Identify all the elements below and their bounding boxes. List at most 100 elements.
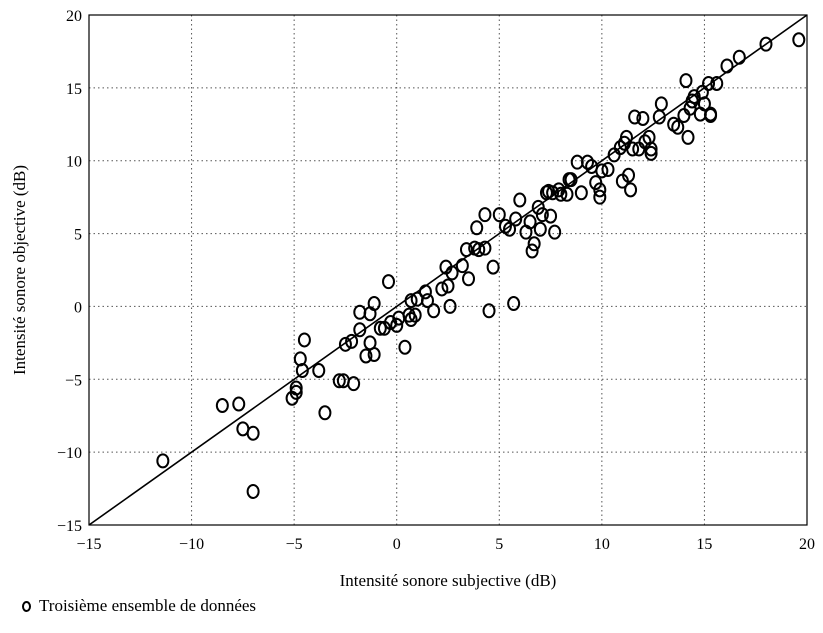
data-point <box>486 259 500 275</box>
x-tick-label: −10 <box>179 536 204 553</box>
data-point <box>622 167 636 183</box>
data-point <box>441 278 455 294</box>
data-point <box>560 186 574 202</box>
data-point <box>564 172 578 188</box>
data-point <box>732 49 746 65</box>
data-point <box>624 182 638 198</box>
data-point <box>702 75 716 91</box>
data-point <box>295 363 309 379</box>
x-tick-label: −5 <box>286 536 303 553</box>
y-tick-label: 20 <box>66 8 82 25</box>
data-point <box>435 281 449 297</box>
data-point <box>535 207 549 223</box>
data-point <box>697 96 711 112</box>
data-point <box>613 140 627 156</box>
data-point <box>420 293 434 309</box>
data-point <box>462 271 476 287</box>
data-point <box>628 109 642 125</box>
data-point <box>636 110 650 126</box>
data-point <box>353 322 367 338</box>
data-point <box>418 284 432 300</box>
data-point <box>215 398 229 414</box>
data-point <box>554 186 568 202</box>
data-point <box>353 304 367 320</box>
data-point <box>644 141 658 157</box>
data-point <box>677 108 691 124</box>
data-point <box>679 73 693 89</box>
data-point <box>593 189 607 205</box>
data-point <box>710 75 724 91</box>
data-point <box>427 303 441 319</box>
legend: Troisième ensemble de données <box>22 596 256 616</box>
data-point <box>359 348 373 364</box>
data-point <box>318 405 332 421</box>
data-point <box>472 242 486 258</box>
y-tick-label: 15 <box>66 81 82 98</box>
data-point <box>548 224 562 240</box>
data-point <box>509 211 523 227</box>
data-point <box>367 296 381 312</box>
x-tick-label: 0 <box>393 536 401 553</box>
data-point <box>601 161 615 177</box>
data-point <box>367 347 381 363</box>
data-point <box>246 425 260 441</box>
data-point <box>459 242 473 258</box>
data-point <box>704 108 718 124</box>
data-point <box>482 303 496 319</box>
data-point <box>546 185 560 201</box>
data-point <box>345 333 359 349</box>
y-tick-label: 5 <box>74 227 82 244</box>
data-point <box>384 314 398 330</box>
data-point <box>156 453 170 469</box>
data-point <box>404 293 418 309</box>
data-point <box>390 317 404 333</box>
data-point <box>289 384 303 400</box>
data-point <box>593 182 607 198</box>
data-point <box>671 119 685 135</box>
plot-frame <box>88 14 808 526</box>
y-tick-label: −5 <box>65 372 82 389</box>
legend-circle-icon <box>22 600 31 612</box>
data-point <box>619 129 633 145</box>
data-point <box>470 220 484 236</box>
data-point <box>580 154 594 170</box>
x-tick-label: 15 <box>696 536 712 553</box>
data-point <box>404 312 418 328</box>
x-tick-label: 20 <box>799 536 815 553</box>
data-point <box>544 208 558 224</box>
data-point <box>507 296 521 312</box>
data-point <box>455 258 469 274</box>
y-tick-label: 0 <box>74 299 82 316</box>
data-point <box>289 380 303 396</box>
x-tick-label: −15 <box>76 536 101 553</box>
data-point <box>527 236 541 252</box>
data-point <box>347 376 361 392</box>
data-point <box>492 207 506 223</box>
data-point <box>332 373 346 389</box>
x-axis-label: Intensité sonore subjective (dB) <box>340 571 557 590</box>
data-point <box>759 36 773 52</box>
x-tick-label: 10 <box>594 536 610 553</box>
data-point <box>525 243 539 259</box>
data-point <box>398 339 412 355</box>
data-point <box>373 320 387 336</box>
data-point <box>445 265 459 281</box>
y-tick-label: −10 <box>57 445 82 462</box>
data-point <box>523 214 537 230</box>
data-point <box>478 240 492 256</box>
data-point <box>595 163 609 179</box>
legend-label: Troisième ensemble de données <box>39 596 257 615</box>
data-point <box>687 89 701 105</box>
data-point <box>408 307 422 323</box>
data-point <box>297 332 311 348</box>
data-point <box>312 363 326 379</box>
y-axis-label: Intensité sonore objective (dB) <box>10 165 29 375</box>
y-tick-label: −15 <box>57 518 82 535</box>
data-points <box>156 32 806 499</box>
data-point <box>681 129 695 145</box>
data-point <box>382 274 396 290</box>
data-point <box>503 221 517 237</box>
data-point <box>720 58 734 74</box>
data-point <box>533 221 547 237</box>
